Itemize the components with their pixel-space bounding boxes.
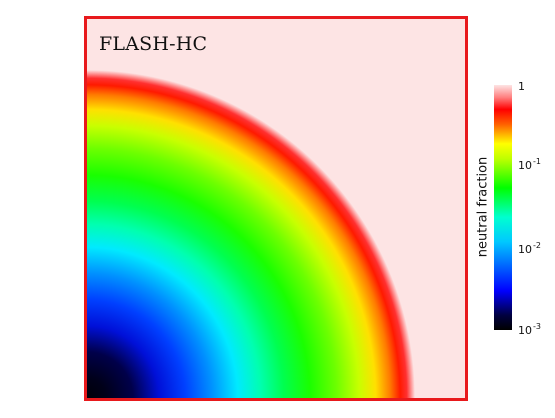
colorbar-tick-10-2: 10-2 [518,241,541,256]
neutral-fraction-map [87,19,465,398]
colorbar-label: neutral fraction [475,156,491,258]
colorbar-tick-10-3-base: 10 [518,324,532,337]
colorbar-tick-1-base: 1 [518,80,525,93]
colorbar-tick-10-1-base: 10 [518,159,532,172]
plot-title: FLASH-HC [99,33,208,55]
colorbar-tick-10-2-exp: -2 [533,241,541,250]
ionized-region [87,19,465,398]
colorbar [494,85,512,330]
colorbar-tick-10-1-exp: -1 [533,157,541,166]
colorbar-tick-10-1: 10-1 [518,157,541,172]
colorbar-gradient [494,85,512,330]
colorbar-tick-1: 1 [518,81,526,92]
colorbar-tick-10-2-base: 10 [518,243,532,256]
colorbar-tick-10-3-exp: -3 [533,322,541,331]
plot-panel: FLASH-HC [84,16,468,401]
colorbar-tick-10-3: 10-3 [518,322,541,337]
